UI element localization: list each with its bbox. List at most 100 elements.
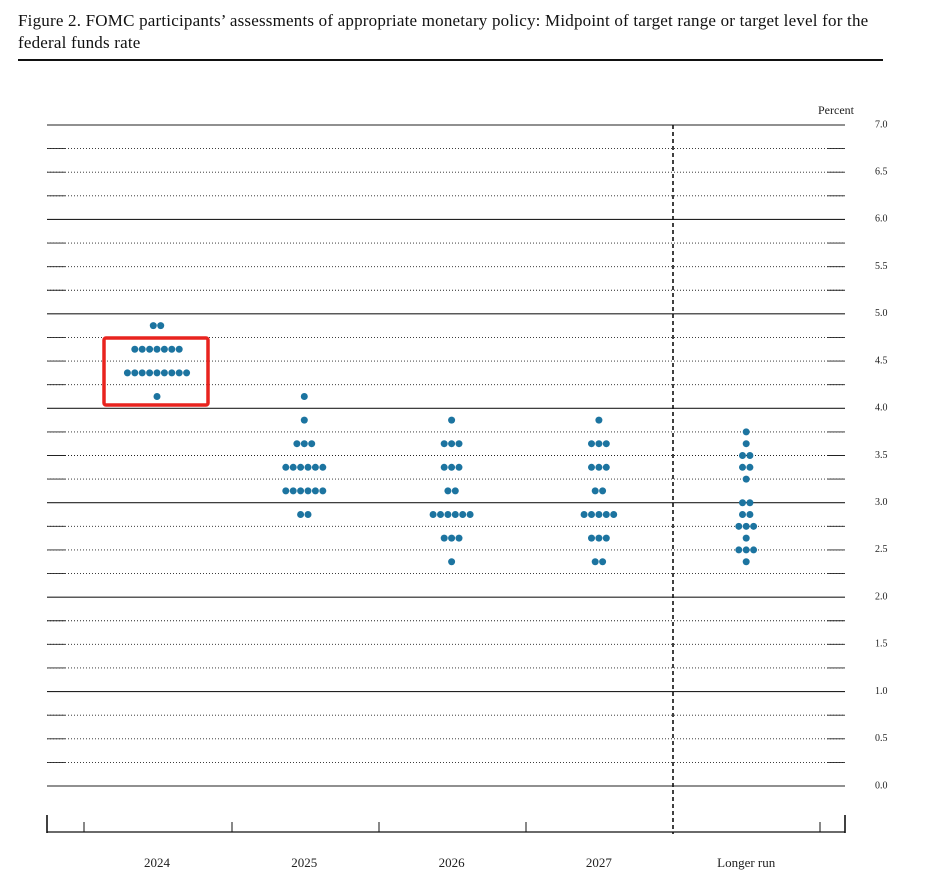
dot (742, 475, 750, 483)
dot (304, 487, 312, 495)
dot (602, 440, 610, 448)
dot (580, 511, 588, 519)
y-tick-label: 5.0 (875, 308, 888, 319)
dot (160, 369, 168, 377)
dot (153, 345, 161, 353)
dot (289, 463, 297, 471)
dot (440, 534, 448, 542)
dot (448, 416, 456, 424)
dot (591, 487, 599, 495)
dot (444, 487, 452, 495)
dot (300, 440, 308, 448)
dot (595, 511, 603, 519)
dot (304, 463, 312, 471)
dot (739, 499, 746, 507)
dot (602, 511, 610, 519)
dot (742, 440, 750, 448)
dot (319, 487, 327, 495)
dot (742, 558, 750, 566)
y-tick-label: 1.0 (875, 686, 888, 697)
dot (160, 345, 168, 353)
y-tick-label: 0.0 (875, 780, 888, 791)
dot (448, 463, 456, 471)
dot (157, 322, 165, 330)
dot (595, 534, 603, 542)
dot (735, 546, 743, 554)
dot (146, 369, 154, 377)
dot (455, 440, 463, 448)
dot (448, 440, 456, 448)
dot (459, 511, 467, 519)
y-tick-label: 4.0 (875, 403, 888, 414)
dot (742, 522, 750, 530)
dot (297, 511, 305, 519)
dot (304, 511, 312, 519)
dot (588, 534, 595, 542)
x-tick-label: 2026 (439, 855, 466, 870)
dot (175, 345, 183, 353)
y-tick-label: 6.5 (875, 167, 888, 178)
dot (599, 558, 607, 566)
y-axis-label: Percent (818, 103, 855, 117)
dot (735, 522, 743, 530)
y-tick-label: 4.5 (875, 355, 888, 366)
dot (595, 440, 603, 448)
dot (742, 534, 750, 542)
dot (455, 463, 463, 471)
dot (153, 392, 161, 400)
x-tick-label: 2027 (586, 855, 613, 870)
dot (591, 558, 599, 566)
dot (588, 463, 595, 471)
dot (437, 511, 444, 519)
dot (131, 369, 139, 377)
dot (746, 452, 754, 459)
dot (289, 487, 297, 495)
dot (297, 463, 305, 471)
dot (746, 499, 754, 507)
dot (183, 369, 191, 377)
dot (168, 369, 176, 377)
dot (440, 463, 448, 471)
y-tick-label: 3.0 (875, 497, 888, 508)
dot (319, 463, 327, 471)
dot (466, 511, 474, 519)
dot (153, 369, 161, 377)
dot (282, 463, 290, 471)
dot (429, 511, 437, 519)
dot (750, 546, 758, 554)
dot (451, 511, 459, 519)
y-tick-label: 6.0 (875, 214, 888, 225)
dot (739, 463, 746, 471)
dot (138, 345, 146, 353)
dot (750, 522, 758, 530)
y-tick-label: 7.0 (875, 119, 888, 130)
dot (742, 428, 750, 436)
dot (311, 487, 319, 495)
dot (123, 369, 131, 377)
title-rule (18, 59, 883, 61)
dot (308, 440, 316, 448)
x-tick-label: Longer run (717, 855, 776, 870)
y-tick-label: 2.5 (875, 544, 888, 555)
dot (131, 345, 139, 353)
dot (440, 440, 448, 448)
dot (739, 452, 746, 459)
dot (293, 440, 301, 448)
dot (588, 440, 595, 448)
y-tick-label: 1.5 (875, 639, 888, 650)
dot (282, 487, 290, 495)
dot (602, 463, 610, 471)
dot (146, 345, 154, 353)
chart-title: Figure 2. FOMC participants’ assessments… (18, 11, 869, 52)
y-tick-label: 3.5 (875, 450, 888, 461)
x-tick-label: 2024 (144, 855, 171, 870)
dot (149, 322, 157, 330)
dot (300, 416, 308, 424)
dot (595, 416, 603, 424)
dot (746, 463, 754, 471)
dot (588, 511, 595, 519)
dot (746, 511, 754, 519)
dot (610, 511, 618, 519)
dot (168, 345, 176, 353)
